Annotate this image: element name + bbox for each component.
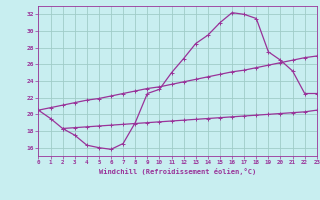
X-axis label: Windchill (Refroidissement éolien,°C): Windchill (Refroidissement éolien,°C)	[99, 168, 256, 175]
